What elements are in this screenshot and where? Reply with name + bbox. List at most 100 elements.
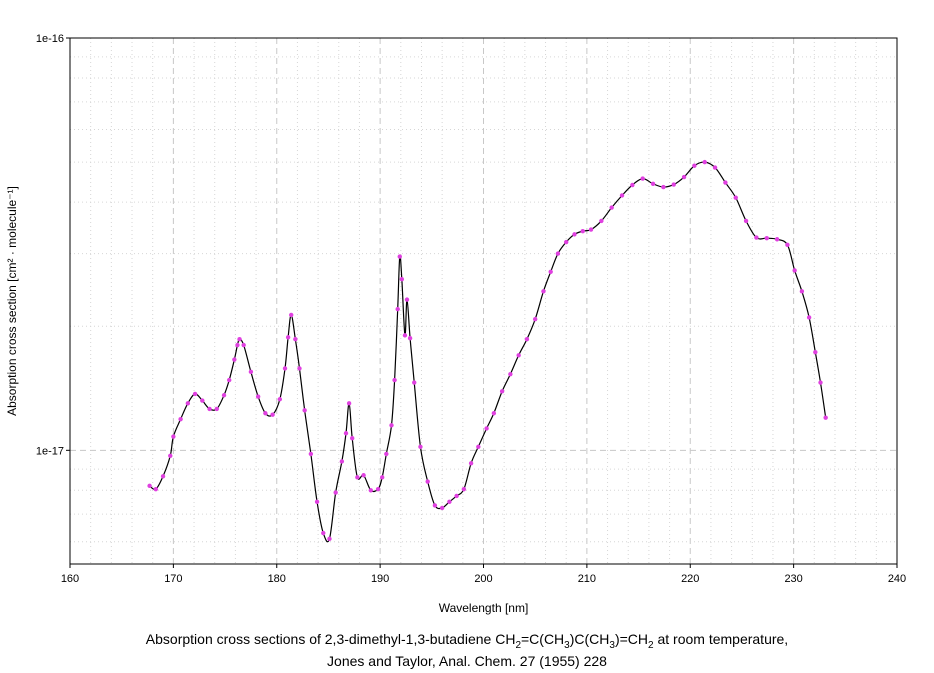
- data-point: [277, 397, 283, 402]
- caption-text: =C(CH: [521, 631, 565, 647]
- x-tick-label: 190: [371, 573, 389, 585]
- data-point: [389, 423, 394, 428]
- data-point: [270, 412, 275, 417]
- y-tick-label: 1e-16: [36, 33, 64, 45]
- data-point: [681, 174, 687, 180]
- data-point: [524, 336, 530, 342]
- data-point: [255, 394, 261, 399]
- caption-subscript: 2: [515, 639, 521, 651]
- data-point: [263, 411, 268, 416]
- data-point: [407, 336, 413, 341]
- data-point: [712, 165, 718, 170]
- data-point: [321, 530, 326, 536]
- data-point: [619, 193, 625, 198]
- data-point: [609, 205, 614, 210]
- data-point: [499, 389, 505, 394]
- data-point: [333, 490, 338, 495]
- data-point: [355, 475, 360, 480]
- data-point: [314, 499, 320, 505]
- data-point: [418, 444, 423, 449]
- data-point: [461, 486, 467, 492]
- x-axis-title: Wavelength [nm]: [439, 601, 529, 615]
- data-point: [432, 503, 438, 508]
- data-point: [248, 369, 254, 375]
- caption-text: )=CH: [614, 631, 649, 647]
- data-point: [572, 232, 577, 237]
- x-tick-label: 180: [268, 573, 286, 585]
- x-tick-label: 240: [888, 573, 906, 585]
- data-point: [555, 251, 561, 256]
- data-point: [361, 473, 366, 478]
- caption-text: at room temperature,: [653, 631, 789, 647]
- data-point: [799, 289, 805, 294]
- data-point: [588, 227, 594, 232]
- data-point: [630, 182, 635, 188]
- data-point: [285, 335, 291, 340]
- data-point: [692, 163, 697, 168]
- x-tick-label: 170: [164, 573, 182, 585]
- data-point: [723, 180, 728, 185]
- caption-text: Absorption cross sections of 2,3-dimethy…: [145, 631, 516, 647]
- data-point: [297, 366, 302, 371]
- data-point: [439, 505, 445, 511]
- data-point: [774, 237, 780, 242]
- data-point: [168, 453, 173, 458]
- data-point: [447, 499, 452, 505]
- data-point: [397, 254, 402, 259]
- data-point: [327, 536, 332, 542]
- data-point: [235, 342, 240, 348]
- data-point: [395, 306, 400, 312]
- data-point: [185, 401, 191, 406]
- data-point: [384, 451, 389, 457]
- data-point: [733, 195, 738, 200]
- data-point: [743, 218, 749, 224]
- data-point: [350, 436, 355, 441]
- data-point: [192, 391, 198, 397]
- data-point: [661, 184, 666, 190]
- data-point: [293, 336, 298, 342]
- data-point: [346, 401, 352, 406]
- data-point: [508, 371, 513, 377]
- data-point: [392, 377, 397, 383]
- data-point: [823, 415, 828, 420]
- data-point: [375, 486, 381, 492]
- data-point: [343, 431, 349, 436]
- data-point: [200, 398, 205, 403]
- data-point: [764, 235, 769, 241]
- data-point: [237, 336, 242, 342]
- data-point: [404, 297, 410, 302]
- data-point: [153, 486, 158, 492]
- chart-caption-line-2: Jones and Taylor, Anal. Chem. 27 (1955) …: [327, 653, 607, 669]
- data-point: [785, 242, 790, 248]
- data-point: [516, 353, 521, 358]
- x-axis-ticks: 160 170 180 190 200 210 220 230 240: [61, 564, 906, 585]
- data-point: [702, 159, 707, 165]
- data-point: [425, 479, 430, 484]
- caption-subscript: 2: [648, 639, 654, 651]
- chart-caption-line-1: Absorption cross sections of 2,3-dimethy…: [0, 631, 934, 651]
- data-point: [227, 377, 232, 383]
- x-tick-label: 220: [681, 573, 699, 585]
- data-point: [650, 181, 656, 186]
- data-point: [468, 461, 474, 466]
- data-point: [302, 408, 307, 413]
- x-tick-label: 210: [578, 573, 596, 585]
- data-point: [412, 380, 417, 385]
- series-line: [149, 161, 827, 543]
- grid: [70, 38, 897, 564]
- data-point: [178, 416, 183, 422]
- data-point: [160, 474, 166, 479]
- data-point: [754, 235, 759, 240]
- data-point: [402, 333, 408, 338]
- data-point: [476, 444, 481, 449]
- caption-text: )C(CH: [569, 631, 610, 647]
- data-point: [541, 289, 546, 294]
- data-point: [308, 451, 314, 457]
- y-axis-title: Absorption cross section [cm² · molecule…: [5, 186, 19, 416]
- caption-subscript: 3: [609, 639, 615, 651]
- data-point: [580, 228, 585, 234]
- data-point: [207, 406, 212, 412]
- data-point: [792, 268, 797, 273]
- data-point: [599, 218, 604, 224]
- data-point: [454, 493, 459, 499]
